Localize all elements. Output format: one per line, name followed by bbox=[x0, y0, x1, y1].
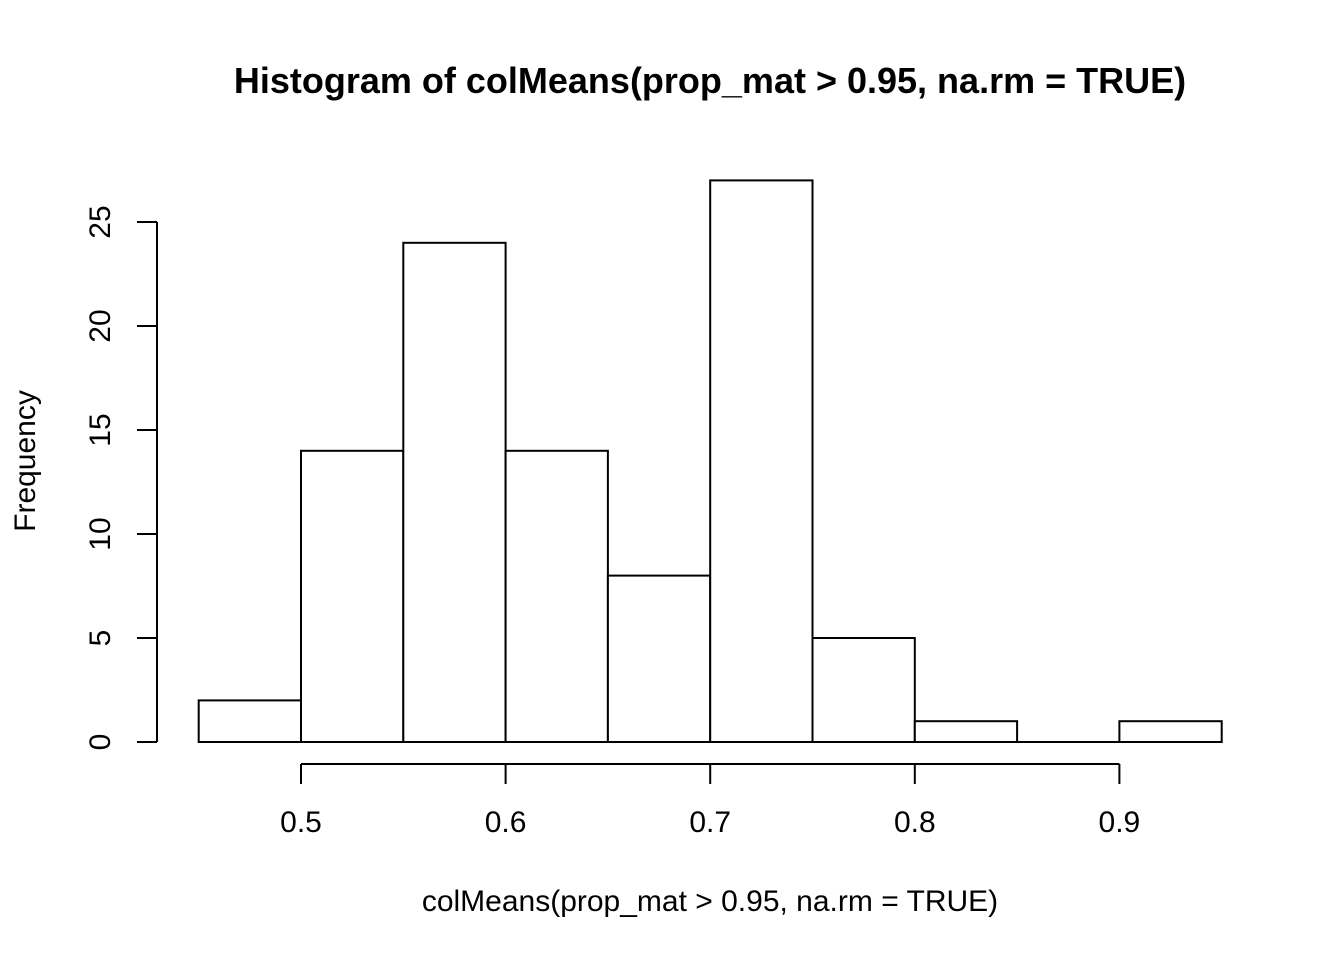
x-axis: 0.5 0.6 0.7 0.8 0.9 bbox=[280, 763, 1141, 839]
histogram-bar bbox=[913, 720, 1019, 744]
y-tick-label: 0 bbox=[84, 734, 117, 751]
x-tick-label: 0.8 bbox=[894, 806, 936, 839]
histogram-bar bbox=[300, 449, 405, 743]
histogram-bar bbox=[811, 637, 916, 743]
y-tick-label: 25 bbox=[84, 205, 117, 238]
y-axis-label: Frequency bbox=[9, 390, 42, 532]
chart-title: Histogram of colMeans(prop_mat > 0.95, n… bbox=[234, 60, 1186, 101]
histogram-bar bbox=[606, 574, 712, 743]
x-axis-label: colMeans(prop_mat > 0.95, na.rm = TRUE) bbox=[422, 885, 998, 918]
y-tick-label: 20 bbox=[84, 309, 117, 342]
x-tick-label: 0.7 bbox=[689, 806, 731, 839]
histogram-bar bbox=[504, 449, 609, 743]
y-tick-label: 5 bbox=[84, 630, 117, 647]
x-tick-label: 0.6 bbox=[485, 806, 527, 839]
y-axis: 0 5 10 15 20 25 bbox=[84, 205, 158, 751]
histogram-bar bbox=[709, 179, 814, 743]
histogram-bars bbox=[197, 179, 1223, 744]
x-tick-label: 0.9 bbox=[1099, 806, 1141, 839]
histogram-bar bbox=[402, 241, 507, 744]
histogram-bar bbox=[197, 699, 302, 744]
x-tick-label: 0.5 bbox=[280, 806, 322, 839]
y-tick-label: 10 bbox=[84, 517, 117, 550]
y-tick-label: 15 bbox=[84, 413, 117, 446]
histogram-bar bbox=[1118, 720, 1223, 744]
